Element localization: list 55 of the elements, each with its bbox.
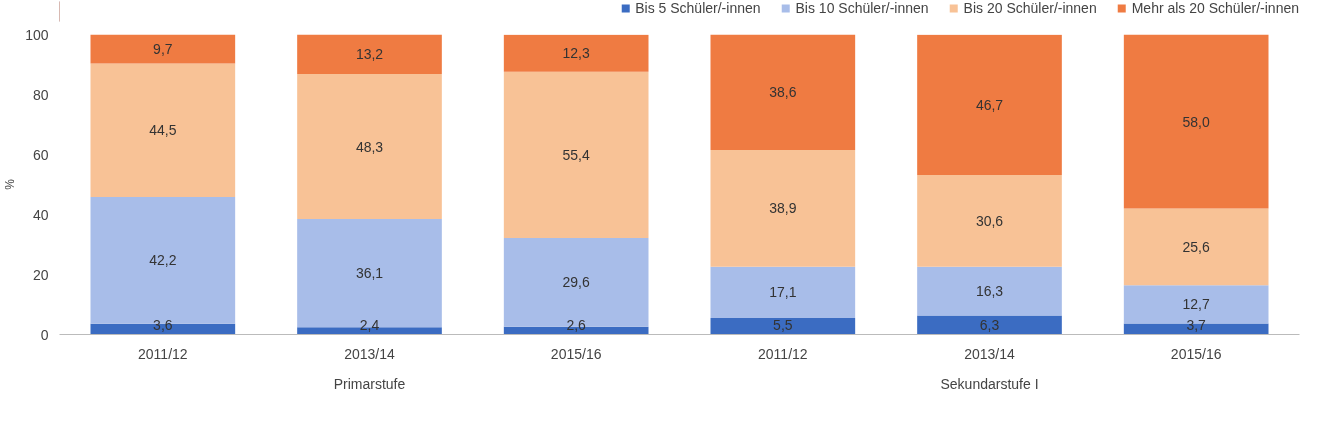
data-label: 12,7 bbox=[1182, 296, 1210, 313]
bar bbox=[710, 318, 856, 335]
text: Sekundarstufe I bbox=[940, 375, 1039, 392]
y-tick-label: 0 bbox=[40, 326, 49, 343]
bar bbox=[917, 266, 1062, 316]
data-label: 29,6 bbox=[562, 274, 590, 291]
text: Primarstufe bbox=[333, 375, 406, 392]
data-label: 44,5 bbox=[149, 122, 177, 139]
data-label: 36,1 bbox=[355, 265, 384, 282]
data-label: 38,6 bbox=[769, 84, 797, 101]
data-label: 9,7 bbox=[153, 41, 173, 58]
y-tick-label: 60 bbox=[32, 146, 49, 163]
legend-label: Bis 10 Schüler/-innen bbox=[795, 0, 929, 16]
y-tick-label: 20 bbox=[32, 266, 49, 283]
bar bbox=[503, 34, 649, 72]
data-label: 16,3 bbox=[975, 283, 1004, 300]
bar bbox=[917, 34, 1062, 175]
legend-label: Mehr als 20 Schüler/-innen bbox=[1131, 0, 1299, 16]
bar bbox=[1123, 208, 1269, 286]
y-tick-label: 40 bbox=[32, 206, 49, 223]
data-label: 46,7 bbox=[975, 96, 1004, 113]
bar bbox=[917, 315, 1062, 335]
bar bbox=[917, 174, 1062, 267]
x-tick-label: 2015/16 bbox=[550, 345, 602, 362]
x-tick-label: 2011/12 bbox=[138, 345, 188, 362]
bar bbox=[90, 63, 236, 198]
y-tick-label: 80 bbox=[32, 86, 49, 103]
data-label: 42,2 bbox=[149, 252, 177, 269]
data-label: 55,4 bbox=[562, 146, 590, 163]
data-label: 25,6 bbox=[1182, 238, 1210, 255]
data-label: 30,6 bbox=[975, 212, 1004, 229]
x-tick-label: 2015/16 bbox=[1170, 345, 1222, 362]
legend-label: Bis 5 Schüler/-innen bbox=[635, 0, 761, 16]
x-tick-label: 2013/14 bbox=[344, 345, 396, 362]
x-tick-label: 2013/14 bbox=[964, 345, 1016, 362]
x-tick-label: 2011/12 bbox=[758, 345, 808, 362]
legend-label: Bis 20 Schüler/-innen bbox=[963, 0, 1097, 16]
bar bbox=[503, 71, 649, 238]
y-axis-title: % bbox=[3, 178, 18, 190]
bar bbox=[1123, 34, 1269, 209]
data-label: 5,5 bbox=[773, 316, 793, 333]
data-label: 12,3 bbox=[562, 45, 590, 62]
data-label: 58,0 bbox=[1182, 113, 1210, 130]
data-label: 48,3 bbox=[355, 138, 384, 155]
y-tick-label: 100 bbox=[25, 26, 49, 43]
bar bbox=[297, 34, 442, 75]
bar bbox=[297, 74, 442, 219]
bar bbox=[90, 34, 236, 64]
data-label: 6,3 bbox=[979, 316, 1000, 333]
bar bbox=[710, 150, 856, 267]
bar bbox=[710, 34, 856, 150]
data-label: 38,9 bbox=[769, 200, 797, 217]
bar bbox=[710, 266, 856, 318]
data-label: 17,1 bbox=[769, 284, 797, 301]
data-label: 13,2 bbox=[355, 46, 384, 63]
